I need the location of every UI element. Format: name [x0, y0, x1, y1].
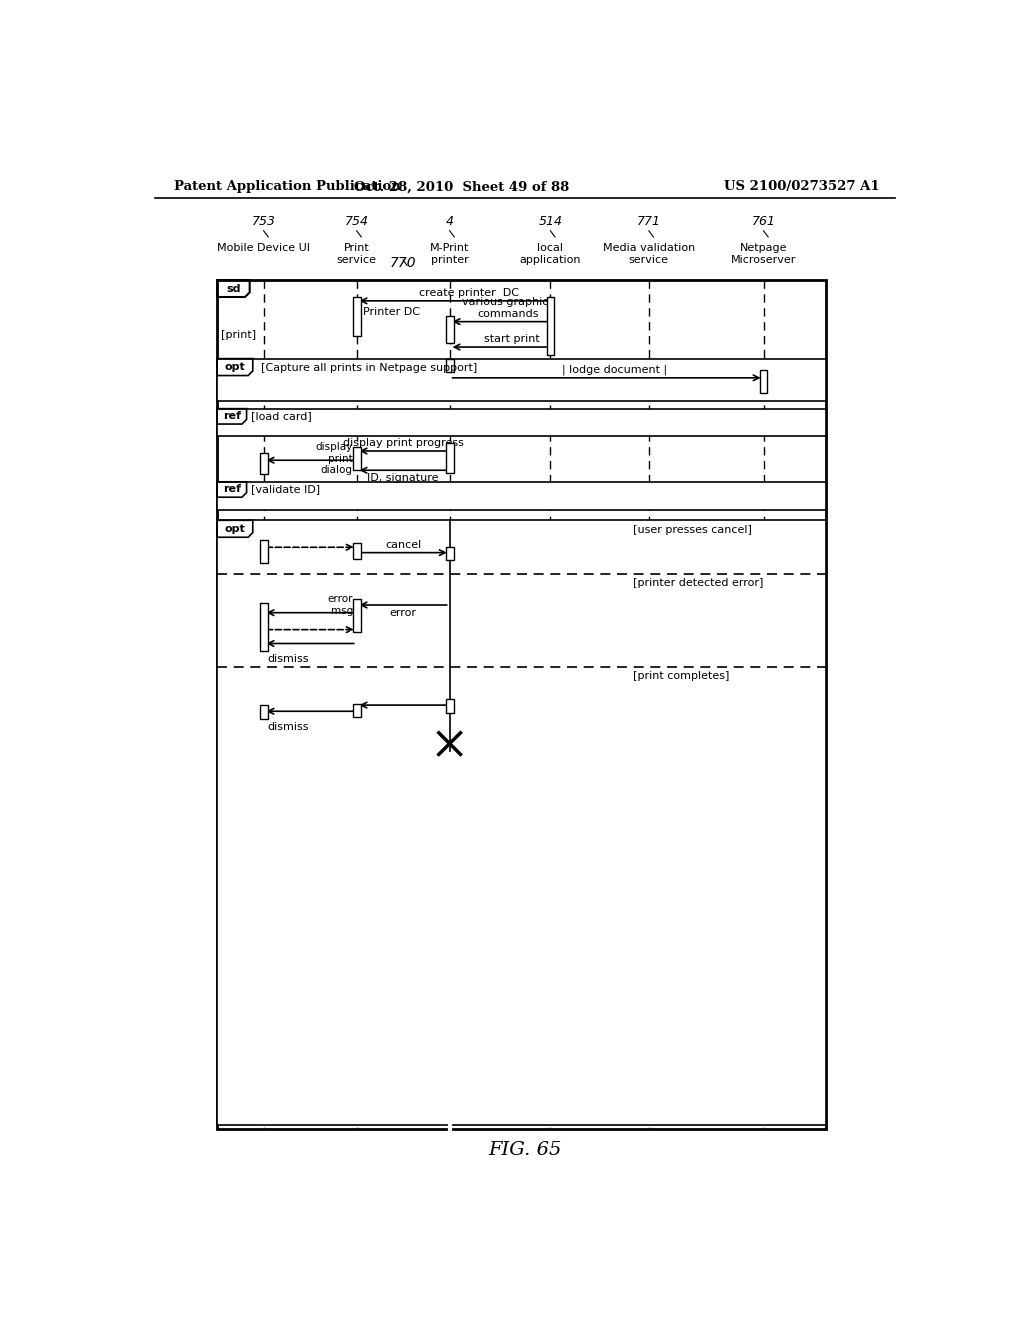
Text: 753: 753	[252, 215, 275, 227]
Text: 4: 4	[445, 215, 454, 227]
Text: 514: 514	[539, 215, 562, 227]
Text: Print
service: Print service	[337, 243, 377, 265]
Text: display
print
dialog: display print dialog	[315, 442, 352, 475]
Bar	[260, 603, 267, 651]
Text: [validate ID]: [validate ID]	[251, 484, 321, 495]
Text: | lodge document |: | lodge document |	[562, 364, 667, 375]
Bar	[547, 297, 554, 355]
Bar	[445, 548, 454, 561]
Bar	[352, 297, 360, 335]
Text: US 2100/0273527 A1: US 2100/0273527 A1	[724, 181, 880, 194]
Text: [printer detected error]: [printer detected error]	[633, 578, 764, 589]
Bar	[217, 520, 825, 1125]
Bar	[352, 544, 360, 558]
Text: sd: sd	[226, 284, 241, 293]
Text: ref: ref	[223, 412, 241, 421]
Bar	[260, 453, 267, 474]
Text: cancel: cancel	[385, 540, 421, 549]
Text: M-Print
printer: M-Print printer	[430, 243, 469, 265]
Bar	[445, 700, 454, 713]
Text: various graphics
commands: various graphics commands	[462, 297, 554, 318]
Text: display print progress: display print progress	[343, 438, 464, 447]
Text: Media validation
service: Media validation service	[603, 243, 695, 265]
Text: [print]: [print]	[221, 330, 256, 341]
Bar	[445, 444, 454, 473]
Bar	[445, 317, 454, 343]
Bar	[217, 409, 825, 436]
Text: [Capture all prints in Netpage support]: [Capture all prints in Netpage support]	[260, 363, 477, 372]
Bar	[352, 599, 360, 632]
Text: Mobile Device UI: Mobile Device UI	[217, 243, 310, 253]
Bar	[352, 704, 360, 717]
Text: 770: 770	[390, 256, 417, 271]
Text: dismiss: dismiss	[267, 655, 309, 664]
Text: Oct. 28, 2010  Sheet 49 of 88: Oct. 28, 2010 Sheet 49 of 88	[353, 181, 569, 194]
Text: [print completes]: [print completes]	[633, 671, 730, 681]
Text: error
msg: error msg	[328, 594, 352, 616]
Bar	[260, 705, 267, 719]
Text: opt: opt	[224, 524, 246, 533]
Text: error: error	[389, 609, 417, 618]
Bar	[445, 359, 454, 372]
Bar	[352, 447, 360, 470]
Text: FIG. 65: FIG. 65	[488, 1142, 561, 1159]
Text: Netpage
Microserver: Netpage Microserver	[731, 243, 797, 265]
Text: local
application: local application	[519, 243, 582, 265]
Bar	[217, 482, 825, 511]
Text: [load card]: [load card]	[251, 412, 312, 421]
Text: create printer  DC: create printer DC	[419, 288, 519, 298]
Text: Printer DC: Printer DC	[362, 308, 420, 317]
Text: [user presses cancel]: [user presses cancel]	[633, 524, 753, 535]
Text: dismiss: dismiss	[267, 722, 309, 733]
Text: ID, signature: ID, signature	[368, 474, 439, 483]
Bar	[260, 540, 267, 562]
Bar	[217, 359, 825, 401]
Text: ref: ref	[223, 484, 241, 495]
Text: 771: 771	[637, 215, 660, 227]
Bar	[760, 370, 767, 393]
Text: start print: start print	[483, 334, 540, 345]
Bar	[217, 280, 825, 1129]
Text: opt: opt	[224, 362, 246, 372]
Text: 754: 754	[345, 215, 369, 227]
Text: 761: 761	[752, 215, 775, 227]
Text: Patent Application Publication: Patent Application Publication	[174, 181, 401, 194]
